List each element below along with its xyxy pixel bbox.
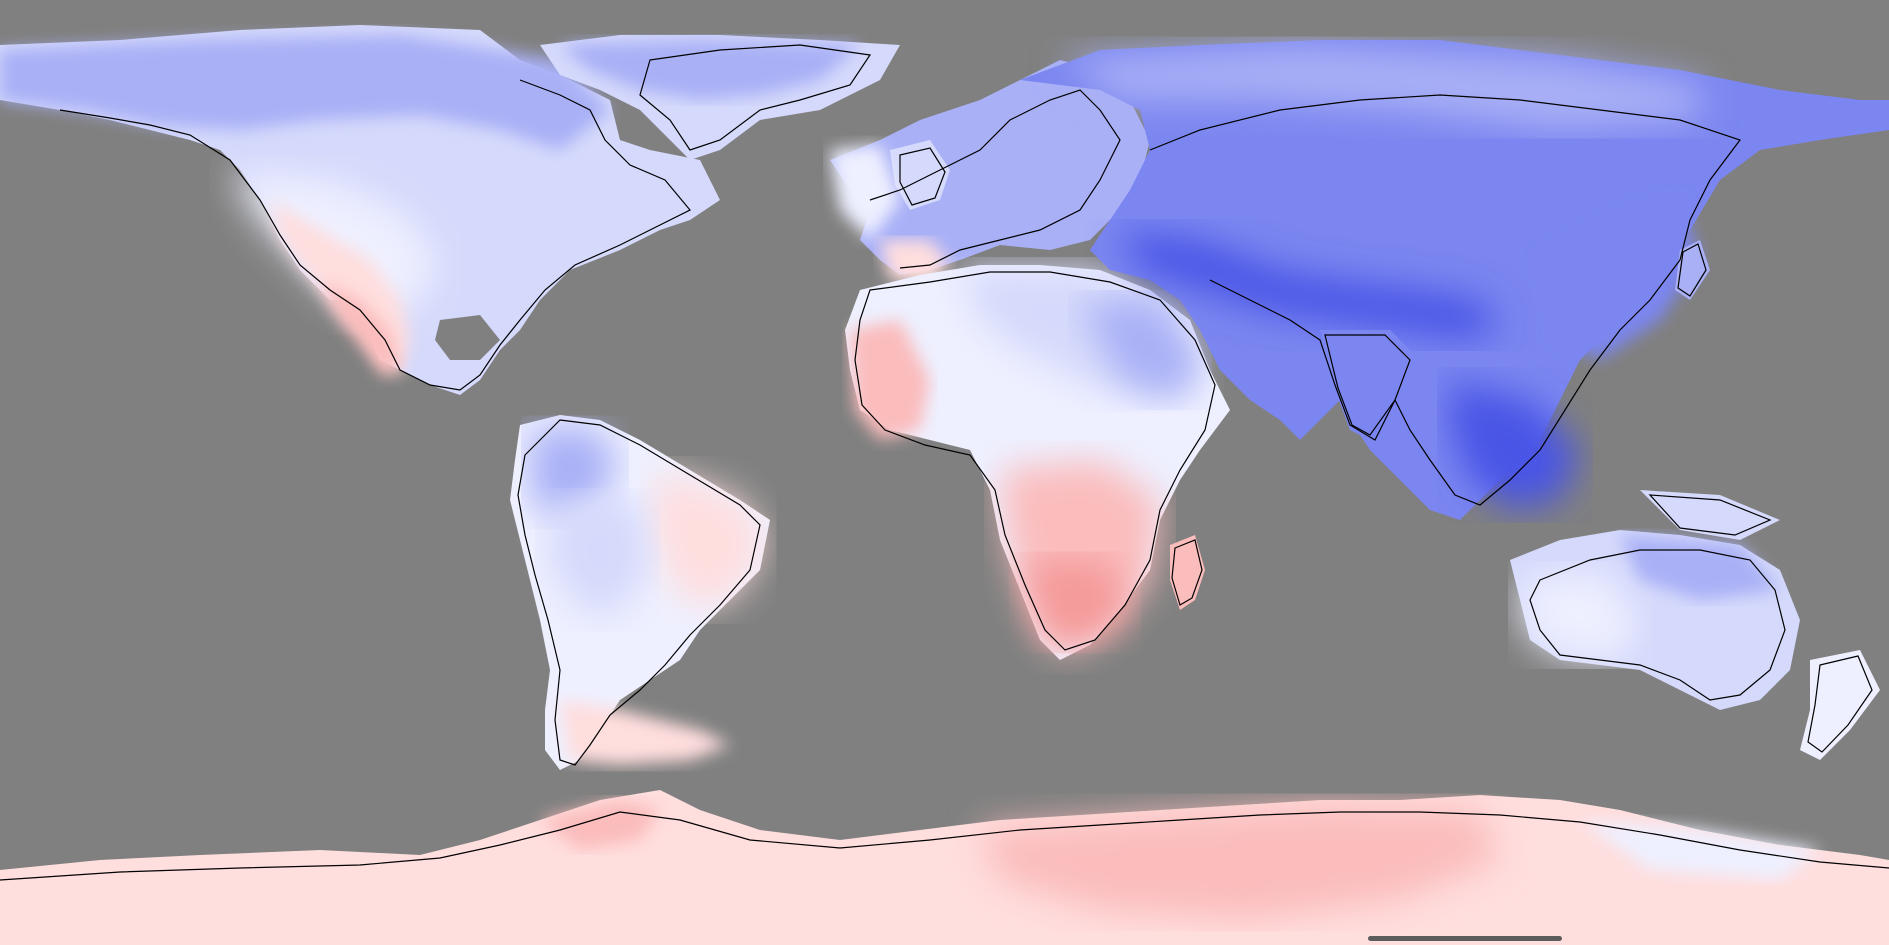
coastline-africa (854, 271, 1216, 651)
region-south-america (510, 415, 770, 770)
region-north-america (0, 25, 720, 395)
antarctica-peninsula-warm (540, 800, 660, 850)
coastline-antarctica (0, 811, 1889, 881)
central-asia-deep (1120, 230, 1500, 340)
east-asia (1540, 200, 1700, 360)
coastline-madagascar (1171, 539, 1203, 606)
coastline-new-guinea (1648, 494, 1772, 536)
new-zealand (1800, 650, 1880, 760)
madagascar (1170, 535, 1205, 610)
region-europe (830, 60, 1150, 285)
northeast-africa-cool (1080, 300, 1200, 400)
southern-africa-hot (1020, 560, 1130, 645)
south-america-east-warm (650, 470, 765, 610)
region-antarctica (0, 790, 1889, 945)
europe-west-white (830, 145, 900, 240)
region-africa (845, 265, 1230, 660)
home-indicator[interactable] (1368, 936, 1562, 941)
south-america-north-cool (530, 425, 620, 520)
region-asia (1020, 40, 1889, 520)
australia-north-cool (1620, 535, 1780, 600)
southeast-asia-deep (1450, 380, 1580, 510)
coastline-india (1324, 334, 1411, 436)
coastline-japan (1677, 243, 1707, 297)
coastline-north-america (59, 79, 691, 391)
greenland-inner (560, 40, 860, 100)
siberia-light (1060, 45, 1700, 130)
north-america-arctic-band (0, 35, 610, 150)
coastline-australia (1529, 549, 1786, 701)
asia-landmass (1020, 40, 1889, 520)
south-america-center-cool (545, 500, 650, 620)
mexico-warm (320, 280, 400, 378)
gulf-of-mexico (435, 315, 500, 360)
europe-landmass (830, 60, 1150, 275)
region-greenland (540, 35, 900, 160)
coastline-europe (869, 89, 1121, 269)
south-america-south-warm (560, 700, 730, 765)
coastline-greenland (639, 44, 872, 151)
west-africa-warm (850, 320, 930, 440)
region-australia (1510, 490, 1880, 760)
new-guinea (1640, 490, 1780, 540)
australia-west-white (1520, 570, 1640, 660)
coastline-british-isles (899, 147, 946, 206)
coastline-new-zealand (1807, 655, 1873, 753)
antarctica-far-east-white (1580, 820, 1820, 880)
coastlines (0, 44, 1889, 881)
coastline-south-america (517, 419, 761, 766)
antarctica-east-warm (980, 805, 1500, 920)
coastline-asia (1149, 94, 1741, 506)
